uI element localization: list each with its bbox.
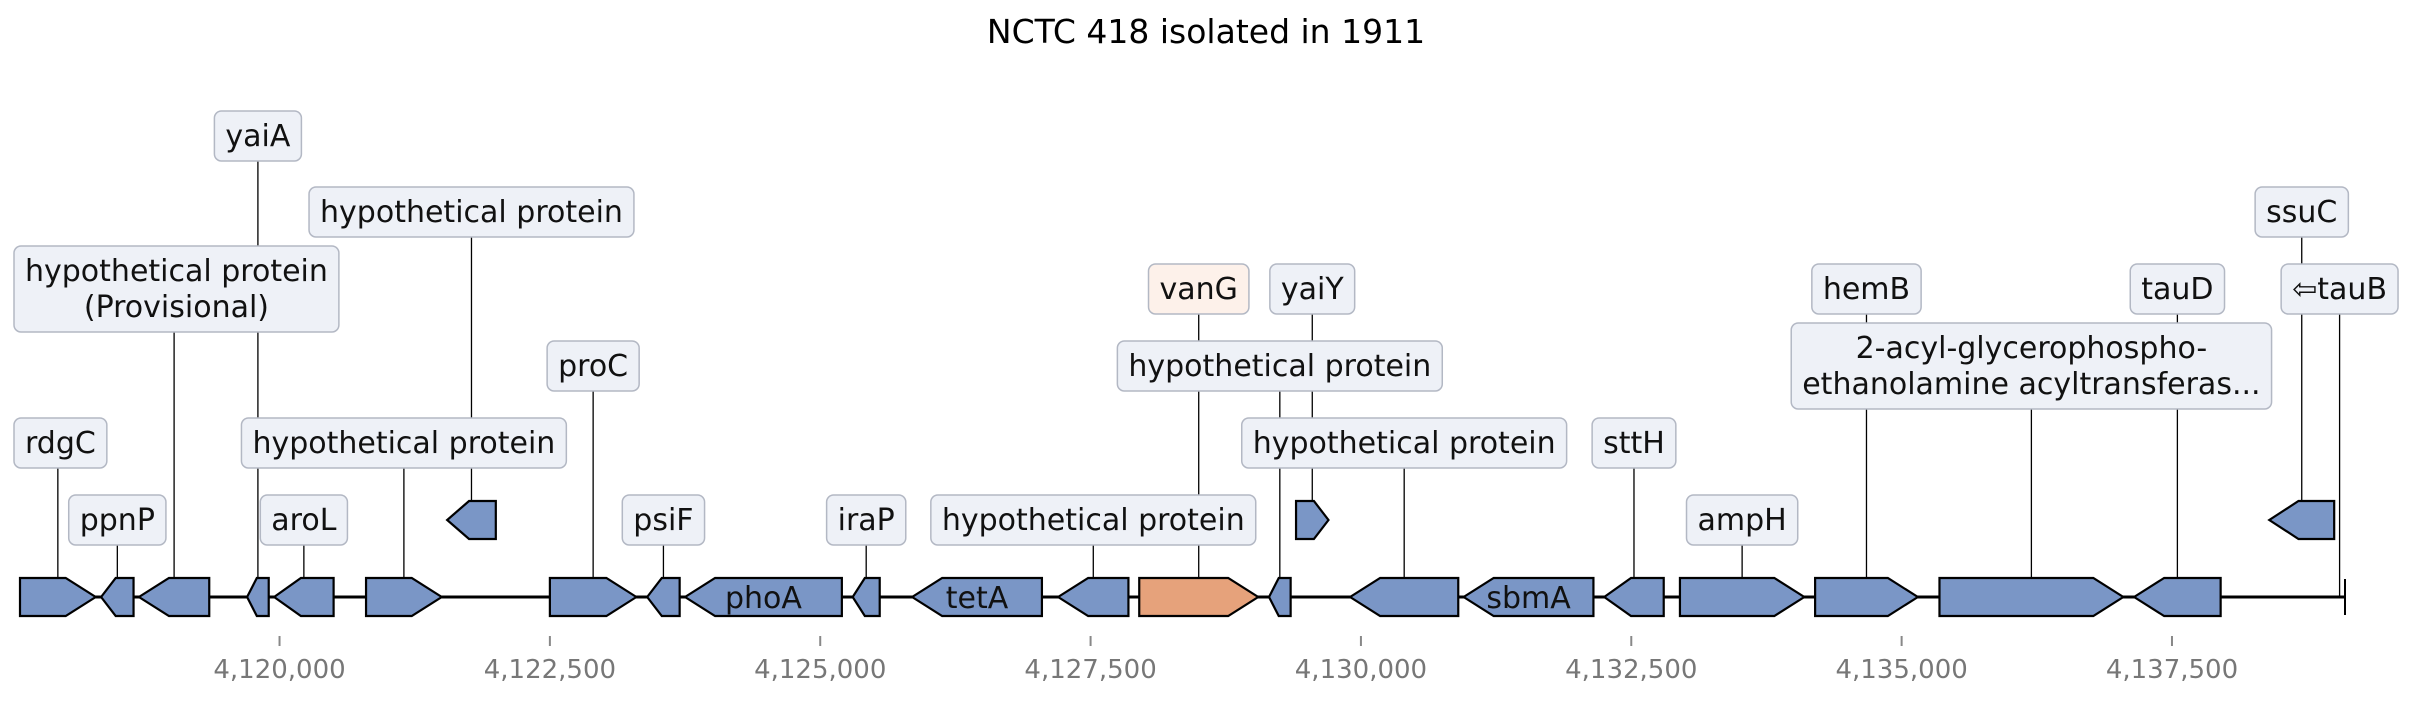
- gene-label: ampH: [1698, 503, 1787, 538]
- gene-label: ssuC: [2266, 195, 2337, 230]
- gene-label-box: [13, 245, 340, 333]
- gene-label: ppnP: [80, 503, 155, 538]
- gene-arrow: [1461, 576, 1595, 618]
- gene-label: hypothetical protein: [1253, 426, 1556, 461]
- gene-label-box: [67, 494, 167, 546]
- gene-label-line: (Provisional): [84, 290, 269, 325]
- gene-label: sttH: [1603, 426, 1665, 461]
- gene-label: hypothetical protein (Provisional): [25, 254, 328, 325]
- gene-label-box: [1811, 263, 1922, 315]
- gene-arrow: [910, 576, 1044, 618]
- gene-inline-name: phoA: [725, 581, 802, 616]
- gene-arrow: [1814, 576, 1920, 618]
- gene-label-box: [308, 186, 635, 238]
- gene-arrow: [1602, 576, 1665, 618]
- gene-label-box: [825, 494, 907, 546]
- gene-inline-name: tetA: [946, 581, 1009, 616]
- gene-arrow: [18, 576, 98, 618]
- gene-track: phoA tetA sbmA: [18, 499, 2336, 618]
- gene-label-box: [621, 494, 706, 546]
- gene-arrow: [683, 576, 843, 618]
- gene-label: hypothetical protein: [252, 426, 555, 461]
- gene-arrow: [548, 576, 639, 618]
- gene-arrow-highlight: [1138, 576, 1261, 618]
- gene-arrow: [364, 576, 444, 618]
- axis-tick-label: 4,135,000: [1835, 655, 1967, 685]
- gene-label-box: [259, 494, 349, 546]
- gene-arrow: [1678, 576, 1807, 618]
- gene-arrow: [272, 576, 335, 618]
- gene-label: hypothetical protein: [942, 503, 1245, 538]
- gene-arrow: [1938, 576, 2126, 618]
- gene-arrow: [445, 499, 497, 541]
- gene-arrow: [1294, 499, 1330, 541]
- gene-arrow: [245, 576, 270, 618]
- gene-label-box: [546, 340, 640, 392]
- gene-label: ⇦tauB: [2292, 272, 2387, 307]
- gene-label-line: ethanolamine acyltransferas...: [1802, 367, 2260, 402]
- gene-label-box: [1240, 417, 1568, 469]
- gene-inline-name: sbmA: [1486, 581, 1571, 616]
- gene-label: yaiY: [1281, 272, 1344, 307]
- gene-label: vanG: [1160, 272, 1238, 307]
- gene-label-box: [930, 494, 1257, 546]
- gene-label: aroL: [271, 503, 336, 538]
- gene-label: tauD: [2141, 272, 2213, 307]
- gene-label-box: [1591, 417, 1677, 469]
- gene-arrow: [2267, 499, 2336, 541]
- gene-label: psiF: [633, 503, 693, 538]
- gene-label-line: hypothetical protein: [25, 254, 328, 289]
- gene-label: yaiA: [225, 119, 290, 154]
- axis-tick-label: 4,125,000: [754, 655, 886, 685]
- gene-label-box: [2129, 263, 2226, 315]
- gene-arrow: [851, 576, 881, 618]
- gene-arrow: [2132, 576, 2222, 618]
- gene-label-box: [1116, 340, 1444, 392]
- gene-label-box: [213, 110, 303, 162]
- gene-arrow: [1267, 576, 1292, 618]
- gene-label: hypothetical protein: [1128, 349, 1431, 384]
- gene-label: hypothetical protein: [320, 195, 623, 230]
- axis-tick-label: 4,127,500: [1024, 655, 1156, 685]
- gene-arrow: [136, 576, 211, 618]
- gene-arrow: [1056, 576, 1130, 618]
- gene-label-box: [1685, 494, 1799, 546]
- gene-label: hemB: [1823, 272, 1910, 307]
- gene-label-line: 2-acyl-glycerophospho-: [1856, 331, 2208, 366]
- gene-label: iraP: [838, 503, 895, 538]
- gene-label: rdgC: [25, 426, 96, 461]
- gene-label-box: [1147, 263, 1250, 315]
- gene-label-box: [240, 417, 568, 469]
- gene-label-box: [1790, 322, 2273, 410]
- gene-label-box: [13, 417, 108, 469]
- axis-tick-label: 4,122,500: [484, 655, 616, 685]
- gene-arrow: [645, 576, 681, 618]
- gene-label: 2-acyl-glycerophospho-ethanolamine acylt…: [1802, 331, 2260, 402]
- axis-tick-label: 4,132,500: [1565, 655, 1697, 685]
- figure-title: NCTC 418 isolated in 1911: [986, 12, 1426, 51]
- gene-label-box: [2280, 263, 2399, 315]
- gene-label: proC: [558, 349, 628, 384]
- axis-tick-label: 4,130,000: [1295, 655, 1427, 685]
- gene-arrow: [1348, 576, 1460, 618]
- gene-label-box: [1269, 263, 1356, 315]
- axis-tick-label: 4,120,000: [213, 655, 345, 685]
- gene-label-box: [2254, 186, 2350, 238]
- axis-tick-label: 4,137,500: [2106, 655, 2238, 685]
- gene-arrow: [99, 576, 135, 618]
